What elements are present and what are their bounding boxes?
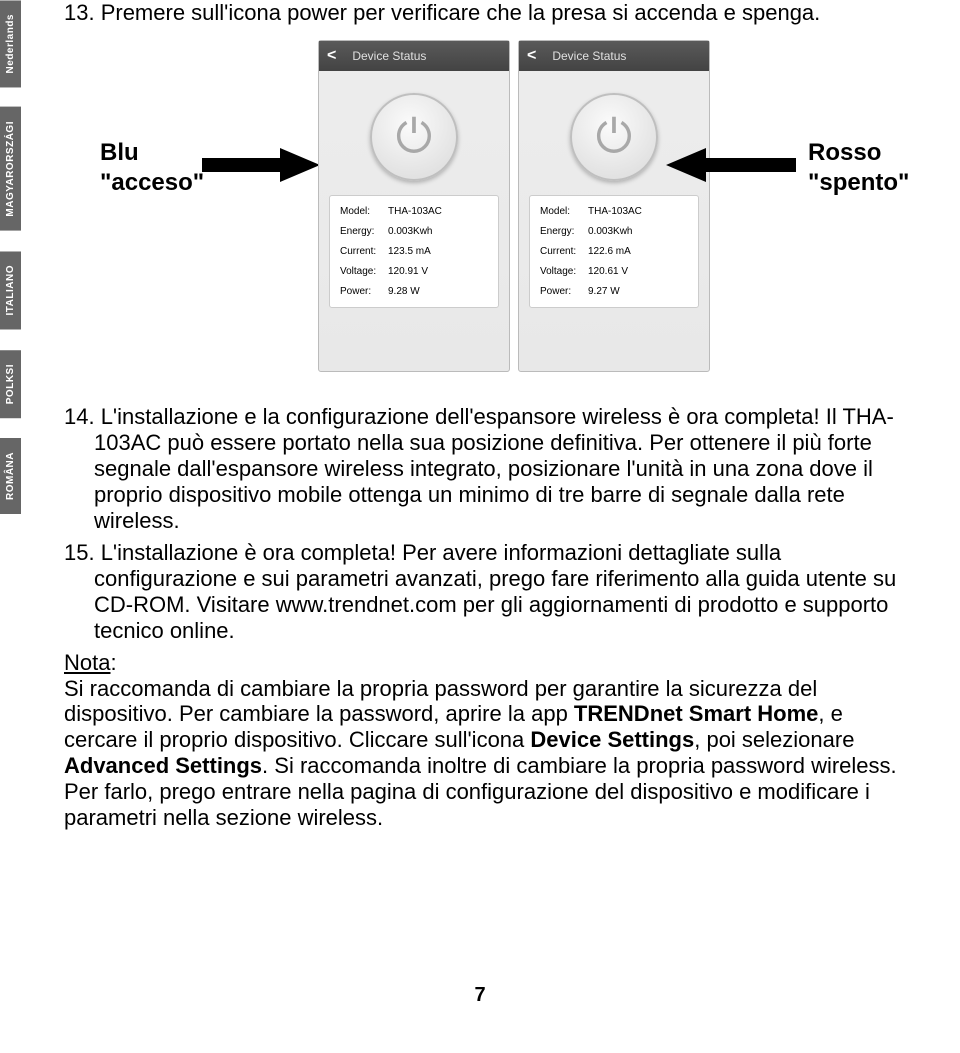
lang-tab-romana[interactable]: ROMÂNA bbox=[0, 438, 21, 514]
nota-text-c: , poi selezionare bbox=[694, 727, 854, 752]
stat-value-voltage: 120.61 V bbox=[588, 266, 628, 277]
lang-tab-italiano[interactable]: ITALIANO bbox=[0, 251, 21, 329]
stat-label-model: Model: bbox=[540, 206, 588, 217]
stat-label-energy: Energy: bbox=[540, 226, 588, 237]
nota-label: Nota bbox=[64, 650, 110, 675]
back-icon[interactable]: < bbox=[527, 47, 536, 65]
device-panel-left: < Device Status ⏻ Model:THA-103AC Energy… bbox=[318, 40, 510, 372]
stat-value-current: 123.5 mA bbox=[388, 246, 431, 257]
page-number: 7 bbox=[0, 984, 960, 1007]
label-red-off: Rosso "spento" bbox=[808, 138, 909, 198]
stat-row: Model:THA-103AC bbox=[340, 206, 488, 217]
stat-row: Current:122.6 mA bbox=[540, 246, 688, 257]
power-icon: ⏻ bbox=[396, 109, 432, 165]
stat-row: Model:THA-103AC bbox=[540, 206, 688, 217]
nota-bold-1: TRENDnet Smart Home bbox=[574, 701, 818, 726]
stat-label-energy: Energy: bbox=[340, 226, 388, 237]
arrow-right-icon bbox=[666, 148, 796, 182]
power-button-left[interactable]: ⏻ bbox=[370, 93, 458, 181]
screenshot-row: Blu "acceso" < Device Status ⏻ Model:THA… bbox=[94, 40, 920, 390]
label-blue-line2: "acceso" bbox=[100, 168, 204, 198]
panel-title-right: Device Status bbox=[552, 49, 626, 63]
stat-label-current: Current: bbox=[340, 246, 388, 257]
power-button-right[interactable]: ⏻ bbox=[570, 93, 658, 181]
back-icon[interactable]: < bbox=[327, 47, 336, 65]
nota-block: Nota: Si raccomanda di cambiare la propr… bbox=[64, 650, 920, 832]
stat-value-power: 9.27 W bbox=[588, 286, 620, 297]
stat-value-energy: 0.003Kwh bbox=[388, 226, 432, 237]
lang-tab-magyar[interactable]: MAGYARORSZÁGI bbox=[0, 107, 21, 231]
step-15: 15. L'installazione è ora completa! Per … bbox=[64, 540, 920, 644]
nota-bold-2: Device Settings bbox=[530, 727, 694, 752]
stat-row: Energy:0.003Kwh bbox=[540, 226, 688, 237]
stat-label-current: Current: bbox=[540, 246, 588, 257]
stat-row: Power:9.28 W bbox=[340, 286, 488, 297]
nota-colon: : bbox=[110, 650, 116, 675]
label-blue-on: Blu "acceso" bbox=[100, 138, 204, 198]
stat-row: Power:9.27 W bbox=[540, 286, 688, 297]
stat-value-power: 9.28 W bbox=[388, 286, 420, 297]
device-panel-right: < Device Status ⏻ Model:THA-103AC Energy… bbox=[518, 40, 710, 372]
label-red-line1: Rosso bbox=[808, 138, 909, 168]
stat-row: Voltage:120.91 V bbox=[340, 266, 488, 277]
panel-header-left: < Device Status bbox=[319, 41, 509, 71]
stats-box-left: Model:THA-103AC Energy:0.003Kwh Current:… bbox=[329, 195, 499, 308]
stat-label-voltage: Voltage: bbox=[540, 266, 588, 277]
step-13-text: 13. Premere sull'icona power per verific… bbox=[64, 0, 920, 26]
arrow-left-icon bbox=[202, 148, 320, 182]
stat-label-model: Model: bbox=[340, 206, 388, 217]
lang-tab-nederlands[interactable]: Nederlands bbox=[0, 0, 21, 87]
stat-label-voltage: Voltage: bbox=[340, 266, 388, 277]
stat-value-voltage: 120.91 V bbox=[388, 266, 428, 277]
stat-value-current: 122.6 mA bbox=[588, 246, 631, 257]
label-blue-line1: Blu bbox=[100, 138, 204, 168]
lang-tab-polksi[interactable]: POLKSI bbox=[0, 350, 21, 418]
page-content: 13. Premere sull'icona power per verific… bbox=[64, 0, 920, 831]
stat-row: Voltage:120.61 V bbox=[540, 266, 688, 277]
step-14: 14. L'installazione e la configurazione … bbox=[64, 404, 920, 534]
power-icon: ⏻ bbox=[596, 109, 632, 165]
stat-value-model: THA-103AC bbox=[388, 206, 442, 217]
stat-label-power: Power: bbox=[540, 286, 588, 297]
panel-title-left: Device Status bbox=[352, 49, 426, 63]
language-tabs: Nederlands MAGYARORSZÁGI ITALIANO POLKSI… bbox=[0, 0, 28, 534]
stat-value-model: THA-103AC bbox=[588, 206, 642, 217]
body-text: 14. L'installazione e la configurazione … bbox=[64, 404, 920, 831]
stat-row: Energy:0.003Kwh bbox=[340, 226, 488, 237]
nota-bold-3: Advanced Settings bbox=[64, 753, 262, 778]
stat-value-energy: 0.003Kwh bbox=[588, 226, 632, 237]
stat-row: Current:123.5 mA bbox=[340, 246, 488, 257]
stats-box-right: Model:THA-103AC Energy:0.003Kwh Current:… bbox=[529, 195, 699, 308]
panel-header-right: < Device Status bbox=[519, 41, 709, 71]
label-red-line2: "spento" bbox=[808, 168, 909, 198]
stat-label-power: Power: bbox=[340, 286, 388, 297]
